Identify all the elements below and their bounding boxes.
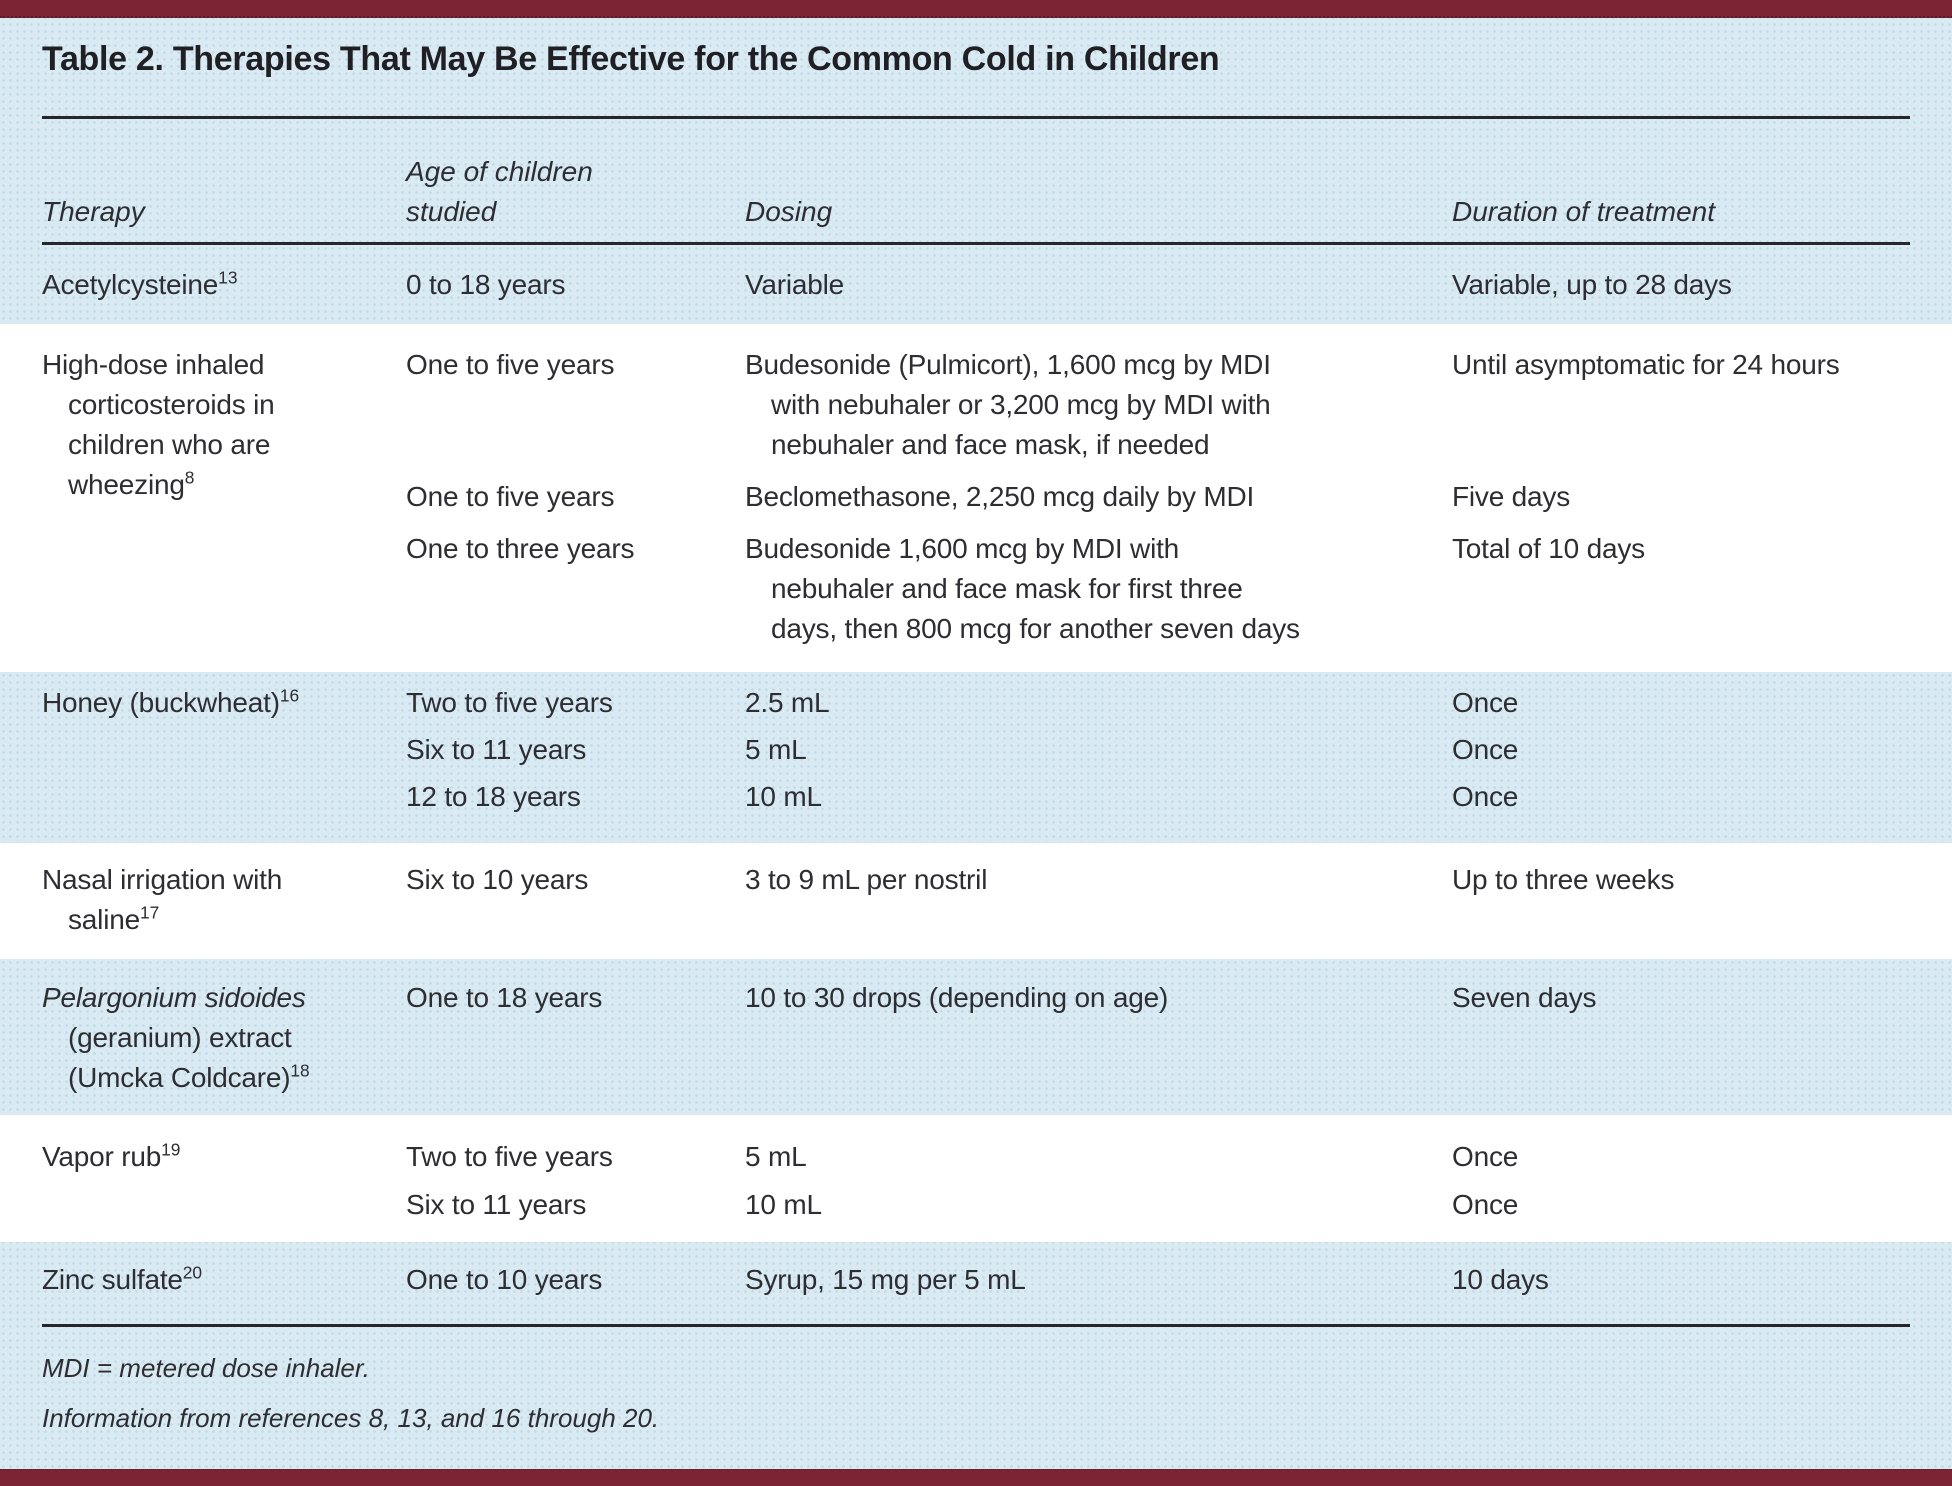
dosing-cell: 10 mL: [745, 781, 822, 812]
age-cell: Six to 11 years: [406, 734, 587, 765]
dosing-cell: Budesonide 1,600 mcg by MDI with nebuhal…: [745, 533, 1300, 644]
column-header-therapy: Therapy: [42, 196, 145, 227]
age-cell: One to three years: [406, 533, 635, 564]
duration-cell: Until asymptomatic for 24 hours: [1452, 349, 1840, 380]
table-row-nasal-irrigation: Nasal irrigation with saline17 Six to 10…: [42, 860, 1910, 940]
table-row-pelargonium: Pelargonium sidoides (geranium) extract …: [42, 978, 1910, 1098]
therapy-name-latin: Pelargonium sidoides: [42, 982, 306, 1013]
age-cell: Two to five years: [406, 687, 613, 718]
age-cell: Six to 10 years: [406, 864, 589, 895]
dosing-cell: Budesonide (Pulmicort), 1,600 mcg by MDI…: [745, 349, 1271, 460]
age-cell: One to 18 years: [406, 982, 603, 1013]
bottom-maroon-band: [0, 1469, 1952, 1486]
white-row-stripe: [0, 843, 1952, 959]
therapy-cell: Honey (buckwheat)16: [42, 683, 406, 723]
therapy-name: (geranium) extract (Umcka Coldcare): [68, 1022, 292, 1093]
duration-cell: Once: [1452, 781, 1519, 812]
age-cell: One to five years: [406, 481, 615, 512]
reference-superscript: 8: [184, 467, 195, 488]
white-row-stripe: [0, 1115, 1952, 1242]
column-header-age: Age of children studied: [406, 156, 593, 227]
duration-cell: Once: [1452, 1141, 1519, 1172]
dosing-cell: 10 mL: [745, 1189, 822, 1220]
reference-superscript: 16: [279, 685, 300, 706]
reference-superscript: 20: [182, 1262, 203, 1283]
abbreviation-footnote: MDI = metered dose inhaler.: [42, 1353, 370, 1383]
table-row-vapor-rub: Vapor rub19 Two to five years 5 mL Once …: [42, 1137, 1910, 1225]
therapy-name: Nasal irrigation with saline: [42, 864, 283, 935]
age-cell: 0 to 18 years: [406, 269, 566, 300]
therapy-cell: Nasal irrigation with saline17: [42, 860, 406, 940]
title-divider-rule: [42, 116, 1910, 119]
duration-cell: Variable, up to 28 days: [1452, 269, 1732, 300]
therapy-cell: Vapor rub19: [42, 1137, 406, 1177]
column-header-row: Therapy Age of children studied Dosing D…: [42, 152, 1910, 232]
therapy-name: Vapor rub: [42, 1141, 162, 1172]
dosing-cell: Syrup, 15 mg per 5 mL: [745, 1264, 1026, 1295]
table-row-honey: Honey (buckwheat)16 Two to five years 2.…: [42, 683, 1910, 817]
therapy-name: Honey (buckwheat): [42, 687, 280, 718]
top-maroon-band: [0, 0, 1952, 18]
reference-superscript: 18: [290, 1060, 310, 1081]
dosing-cell: 10 to 30 drops (depending on age): [745, 982, 1169, 1013]
reference-superscript: 19: [161, 1139, 181, 1160]
therapy-cell: Acetylcysteine13: [42, 265, 406, 305]
table-row-corticosteroids: High-dose inhaled corticosteroids in chi…: [42, 345, 1910, 649]
therapy-name: High-dose inhaled corticosteroids in chi…: [42, 349, 275, 500]
age-cell: Six to 11 years: [406, 1189, 587, 1220]
duration-cell: 10 days: [1452, 1264, 1549, 1295]
dosing-cell: 5 mL: [745, 734, 807, 765]
reference-superscript: 17: [139, 902, 160, 923]
therapy-cell: Pelargonium sidoides (geranium) extract …: [42, 978, 406, 1098]
header-divider-rule: [42, 242, 1910, 245]
duration-cell: Once: [1452, 734, 1519, 765]
duration-cell: Total of 10 days: [1452, 533, 1645, 564]
table-row-acetylcysteine: Acetylcysteine13 0 to 18 years Variable …: [42, 265, 1910, 305]
source-footnote: Information from references 8, 13, and 1…: [42, 1403, 660, 1433]
dosing-cell: 2.5 mL: [745, 687, 830, 718]
dosing-cell: Variable: [745, 269, 845, 300]
column-header-duration: Duration of treatment: [1452, 196, 1716, 227]
therapy-cell: Zinc sulfate20: [42, 1260, 406, 1300]
dosing-cell: 5 mL: [745, 1141, 807, 1172]
duration-cell: Once: [1452, 1189, 1519, 1220]
duration-cell: Five days: [1452, 481, 1571, 512]
column-header-dosing: Dosing: [745, 196, 833, 227]
footer-divider-rule: [42, 1324, 1910, 1327]
age-cell: One to five years: [406, 349, 615, 380]
table-title: Table 2. Therapies That May Be Effective…: [42, 40, 1220, 78]
therapy-name: Zinc sulfate: [42, 1264, 183, 1295]
duration-cell: Seven days: [1452, 982, 1597, 1013]
therapy-cell: High-dose inhaled corticosteroids in chi…: [42, 345, 406, 505]
duration-cell: Once: [1452, 687, 1519, 718]
age-cell: 12 to 18 years: [406, 781, 581, 812]
reference-superscript: 13: [218, 267, 238, 288]
dosing-cell: 3 to 9 mL per nostril: [745, 864, 988, 895]
dosing-cell: Beclomethasone, 2,250 mcg daily by MDI: [745, 481, 1255, 512]
table-row-zinc-sulfate: Zinc sulfate20 One to 10 years Syrup, 15…: [42, 1260, 1910, 1300]
age-cell: One to 10 years: [406, 1264, 603, 1295]
therapy-name: Acetylcysteine: [42, 269, 219, 300]
age-cell: Two to five years: [406, 1141, 613, 1172]
duration-cell: Up to three weeks: [1452, 864, 1675, 895]
white-row-stripe: [0, 324, 1952, 672]
